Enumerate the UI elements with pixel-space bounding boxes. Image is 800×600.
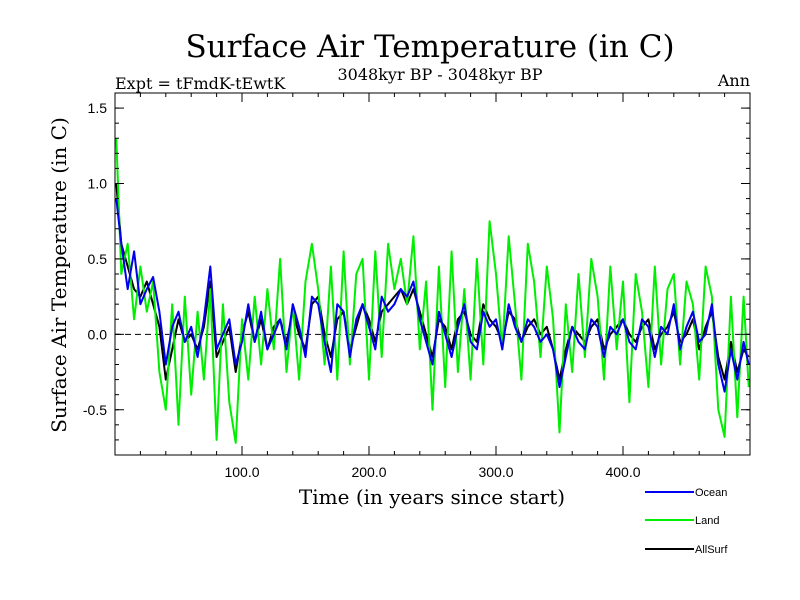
axis-layer: -0.5 0.0 0.5 1.0 1.5 100.0 200.0 300.0 400.0 — [83, 92, 750, 480]
period-label: Ann — [717, 71, 750, 90]
chart-subtitle: 3048kyr BP - 3048kyr BP — [338, 65, 543, 84]
legend-label-ocean: Ocean — [695, 487, 727, 499]
series-line-land — [115, 138, 750, 444]
x-tick-label: 300.0 — [478, 464, 513, 480]
series-line-ocean — [115, 198, 750, 393]
series-layer — [115, 138, 750, 444]
x-axis-label: Time (in years since start) — [299, 485, 565, 509]
x-tick-label: 200.0 — [351, 464, 386, 480]
expt-label: Expt = tFmdK-tEwtK — [115, 74, 286, 93]
y-tick-label: 1.0 — [88, 176, 108, 192]
legend-label-land: Land — [695, 515, 719, 527]
y-tick-label: 1.5 — [88, 100, 108, 116]
y-tick-label: -0.5 — [83, 402, 107, 418]
legend: Ocean Land AllSurf — [645, 487, 728, 556]
plot-frame — [114, 92, 751, 456]
y-tick-label: 0.5 — [88, 251, 108, 267]
chart-title: Surface Air Temperature (in C) — [185, 29, 674, 65]
y-axis-label: Surface Air Temperature (in C) — [47, 117, 71, 433]
y-tick-label: 0.0 — [88, 326, 108, 342]
legend-label-allsurf: AllSurf — [695, 544, 728, 556]
x-tick-label: 400.0 — [605, 464, 640, 480]
x-tick-label: 100.0 — [224, 464, 259, 480]
